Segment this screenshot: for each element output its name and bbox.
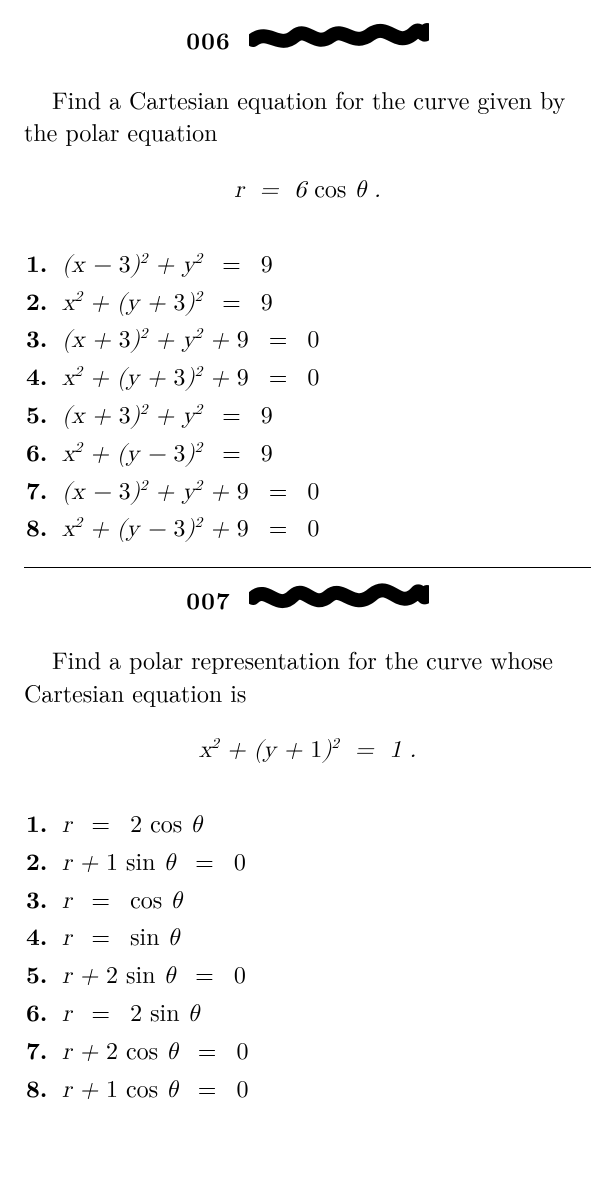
option-006-1: 1. (x − 3)2 + y2 = 9 [26, 245, 591, 283]
option-number: 6. [26, 435, 54, 470]
option-006-6: 6. x2 + (y − 3)2 = 9 [26, 434, 591, 472]
option-number: 5. [26, 397, 54, 432]
option-number: 7. [26, 473, 54, 508]
option-number: 6. [26, 995, 54, 1030]
option-007-3: 3. r = cos θ [26, 881, 591, 919]
option-number: 1. [26, 806, 54, 841]
option-006-5: 5. (x + 3)2 + y2 = 9 [26, 396, 591, 434]
question-number-006: 006 [186, 23, 230, 57]
section-header-006: 006 [24, 22, 591, 57]
redaction-scribble-icon [249, 22, 429, 57]
question-007-equation: x2 + (y + 1)2 = 1 . [24, 736, 591, 765]
option-006-3: 3. (x + 3)2 + y2 + 9 = 0 [26, 320, 591, 358]
option-007-1: 1. r = 2 cos θ [26, 805, 591, 843]
question-007-options: 1. r = 2 cos θ 2. r + 1 sin θ = 0 3. r =… [26, 805, 591, 1107]
question-006-equation: r = 6 cos θ . [24, 176, 591, 205]
page: 006 Find a Cartesian equation for the cu… [0, 0, 615, 1149]
option-006-4: 4. x2 + (y + 3)2 + 9 = 0 [26, 358, 591, 396]
option-number: 7. [26, 1033, 54, 1068]
option-number: 3. [26, 321, 54, 356]
option-007-6: 6. r = 2 sin θ [26, 994, 591, 1032]
option-006-8: 8. x2 + (y − 3)2 + 9 = 0 [26, 509, 591, 547]
option-007-8: 8. r + 1 cos θ = 0 [26, 1070, 591, 1108]
option-006-2: 2. x2 + (y + 3)2 = 9 [26, 283, 591, 321]
option-number: 2. [26, 844, 54, 879]
section-header-007: 007 [24, 582, 591, 617]
option-number: 3. [26, 882, 54, 917]
option-007-4: 4. r = sin θ [26, 918, 591, 956]
section-divider [24, 567, 591, 568]
option-007-7: 7. r + 2 cos θ = 0 [26, 1032, 591, 1070]
option-number: 4. [26, 359, 54, 394]
option-number: 2. [26, 284, 54, 319]
question-006-options: 1. (x − 3)2 + y2 = 9 2. x2 + (y + 3)2 = … [26, 245, 591, 547]
question-007-prompt: Find a polar representation for the curv… [24, 643, 591, 708]
option-007-5: 5. r + 2 sin θ = 0 [26, 956, 591, 994]
option-006-7: 7. (x − 3)2 + y2 + 9 = 0 [26, 472, 591, 510]
option-number: 4. [26, 919, 54, 954]
option-number: 8. [26, 510, 54, 545]
option-number: 5. [26, 957, 54, 992]
question-number-007: 007 [186, 583, 230, 617]
option-number: 8. [26, 1071, 54, 1106]
option-number: 1. [26, 246, 54, 281]
redaction-scribble-icon [249, 582, 429, 617]
question-006-prompt: Find a Cartesian equation for the curve … [24, 83, 591, 148]
option-007-2: 2. r + 1 sin θ = 0 [26, 843, 591, 881]
